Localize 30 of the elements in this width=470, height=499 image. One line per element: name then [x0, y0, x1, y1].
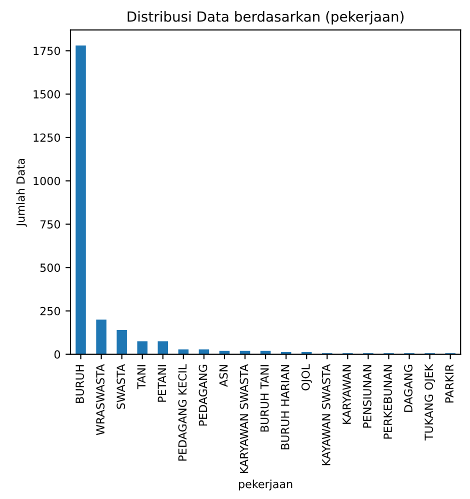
- x-tick-label: PETANI: [158, 365, 166, 402]
- x-tick-label: KAYAWAN SWASTA: [322, 364, 330, 466]
- y-tick-label: 250: [40, 306, 60, 316]
- x-tick-label: DAGANG: [404, 364, 412, 412]
- x-tick-label: BURUH HARIAN: [281, 365, 290, 450]
- x-tick-label: KARYAWAN SWASTA: [240, 364, 248, 473]
- y-tick-label: 1750: [34, 46, 60, 56]
- x-tick-label: PARKIR: [445, 364, 454, 403]
- x-tick-label: PERKEBUNAN: [384, 365, 392, 439]
- y-tick-label: 750: [40, 220, 60, 229]
- x-tick-label: KARYAWAN: [342, 365, 351, 424]
- x-tick-label: ASN: [219, 365, 228, 387]
- y-tick-label: 1000: [34, 176, 60, 186]
- x-tick-label: SWASTA: [116, 364, 126, 409]
- y-tick-label: 1250: [34, 133, 60, 142]
- x-axis-title: pekerjaan: [239, 480, 292, 490]
- x-tick-label: BURUH: [76, 365, 84, 403]
- chart-title: Distribusi Data berdasarkan (pekerjaan): [128, 11, 404, 24]
- y-tick-label: 1500: [34, 90, 60, 98]
- y-axis-title: Jumlah Data: [16, 159, 27, 227]
- y-tick-label: 500: [40, 264, 60, 272]
- y-tick-label: 0: [54, 350, 60, 359]
- x-tick-label: PEDAGANG KECIL: [178, 364, 187, 461]
- x-tick-label: PENSIUNAN: [363, 365, 372, 428]
- x-tick-label: BURUH TANI: [260, 365, 269, 432]
- x-tick-label: PEDAGANG: [198, 364, 208, 426]
- x-tick-label: TUKANG OJEK: [424, 364, 436, 440]
- x-tick-label: TANI: [137, 365, 146, 390]
- x-tick-label: OJOL: [301, 364, 312, 390]
- x-tick-label: WRASWASTA: [96, 364, 105, 436]
